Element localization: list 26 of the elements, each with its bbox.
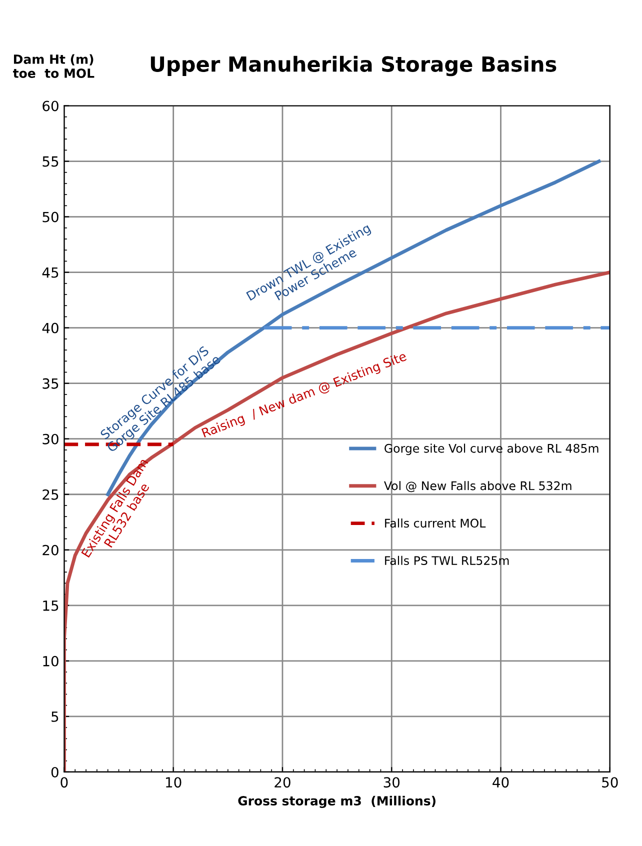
y-tick-label: 5 [52,712,58,722]
y-tick-label: 60 [42,100,58,112]
x-tick-label: 10 [166,777,182,788]
y-tick-label: 30 [42,434,58,444]
x-tick-label: 30 [384,777,400,788]
y-tick-label: 45 [42,267,58,278]
y-tick-label: 0 [51,766,58,778]
x-tick-label: 40 [492,777,509,788]
chart-title: Upper Manuherikia Storage Basins [150,56,556,76]
legend-label: Falls current MOL [385,518,486,528]
y-axis-title: Dam Ht (m) toe to MOL [13,54,94,78]
y-tick-label: 20 [42,544,58,556]
y-tick-label: 10 [43,656,58,666]
y-tick-label: 35 [42,378,58,389]
x-tick-label: 50 [602,777,618,788]
y-tick-label: 40 [42,322,58,334]
x-tick-label: 20 [274,777,290,788]
y-tick-label: 55 [42,156,58,167]
x-tick-label: 0 [60,777,68,788]
legend-label: Gorge site Vol curve above RL 485m [384,444,598,456]
y-tick-label: 15 [43,600,58,611]
legend-label: Vol @ New Falls above RL 532m [384,481,572,492]
y-tick-label: 50 [42,212,58,222]
y-tick-label: 25 [42,489,58,500]
x-axis-title: Gross storage m3 (Millions) [238,796,436,808]
legend-label: Falls PS TWL RL525m [385,556,509,566]
